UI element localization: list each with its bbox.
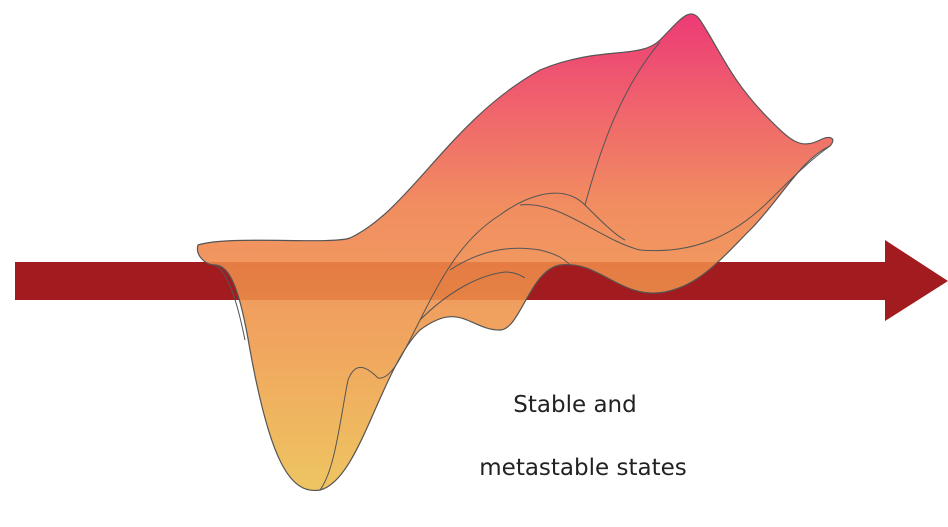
- label-line: metastable states: [479, 455, 686, 481]
- page: Stable and metastable states (() => { co…: [0, 0, 948, 523]
- diagram: Stable and metastable states: [0, 0, 948, 523]
- energy-surface: [197, 14, 832, 491]
- label-line: Stable and: [513, 392, 636, 418]
